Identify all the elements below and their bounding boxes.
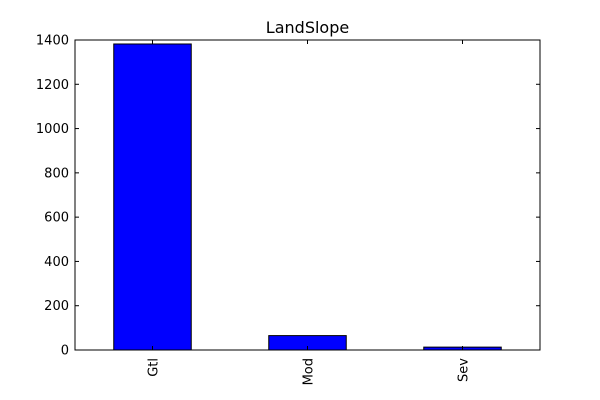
y-tick-label-400: 400 xyxy=(44,255,69,270)
x-tick-label-sev: Sev xyxy=(457,358,472,382)
x-tick-label-gtl: Gtl xyxy=(147,358,162,377)
y-tick-label-1000: 1000 xyxy=(36,122,69,137)
y-tick-label-1400: 1400 xyxy=(36,34,69,49)
y-tick-label-1200: 1200 xyxy=(36,78,69,93)
y-tick-label-0: 0 xyxy=(61,344,69,359)
ticks-layer: Gtl Mod Sev 0 200 400 600 800 1000 1200 1400 xyxy=(36,34,540,385)
y-tick-label-800: 800 xyxy=(44,166,69,181)
y-tick-label-200: 200 xyxy=(44,299,69,314)
plot-frame xyxy=(74,39,541,351)
y-tick-label-600: 600 xyxy=(44,211,69,226)
x-tick-label-mod: Mod xyxy=(302,358,317,385)
bars-layer xyxy=(113,43,502,351)
bar-gtl xyxy=(113,43,192,351)
chart-title: LandSlope xyxy=(266,18,349,37)
